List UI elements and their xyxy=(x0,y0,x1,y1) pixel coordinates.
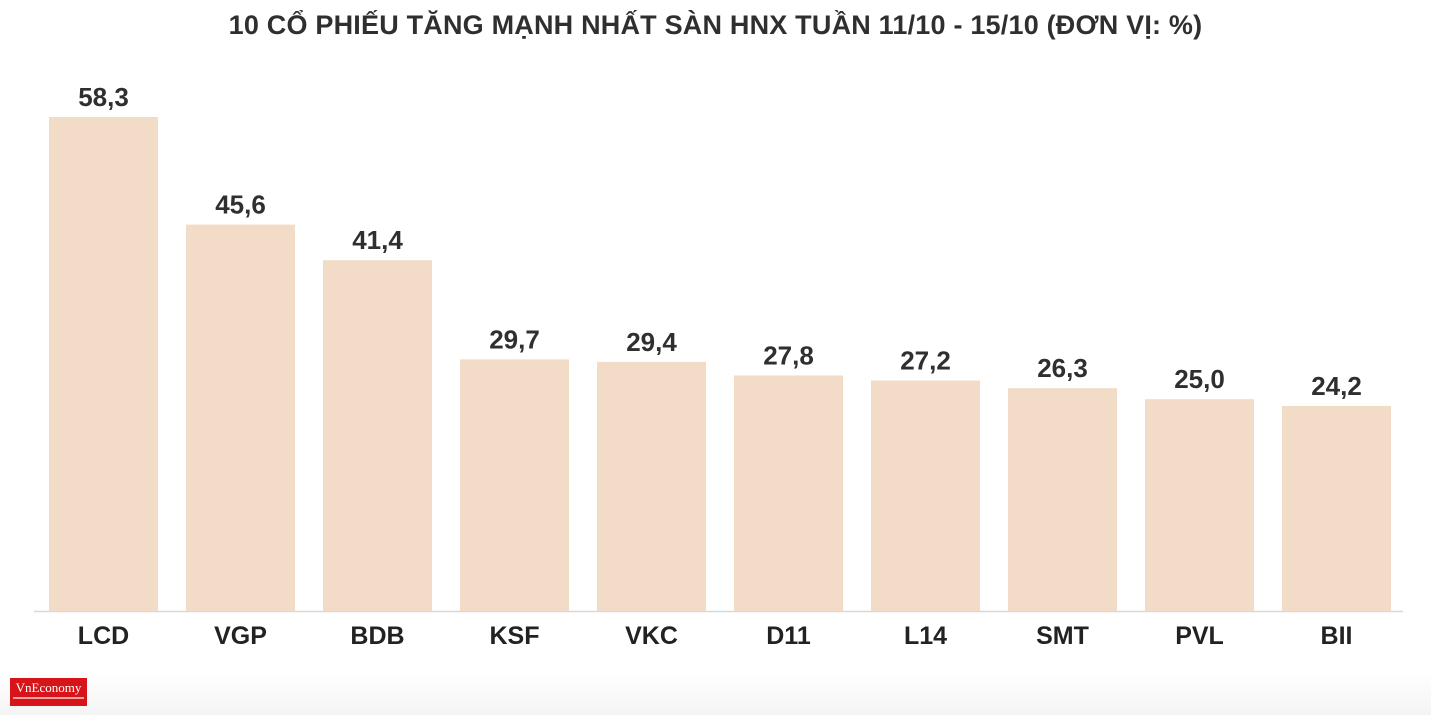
chart-title: 10 CỔ PHIẾU TĂNG MẠNH NHẤT SÀN HNX TUẦN … xyxy=(228,10,1203,40)
data-label-vgp: 45,6 xyxy=(215,190,266,220)
bar-chart: 58,3 LCD 45,6 VGP 41,4 BDB 29,7 KSF 29,4 VKC 27,8 D… xyxy=(34,82,1403,650)
bar-ksf xyxy=(460,359,569,611)
logo-tagline-mark xyxy=(13,697,84,699)
data-label-pvl: 25,0 xyxy=(1174,364,1225,394)
bar-pvl xyxy=(1145,399,1254,611)
x-tick-label-l14: L14 xyxy=(904,622,947,650)
data-label-bii: 24,2 xyxy=(1311,371,1362,401)
vneconomy-logo: VnEconomy xyxy=(10,678,87,706)
bar-smt xyxy=(1008,388,1117,611)
bar-vgp xyxy=(186,224,295,611)
bar-l14 xyxy=(871,380,980,611)
data-label-vkc: 29,4 xyxy=(626,327,677,357)
x-tick-label-bdb: BDB xyxy=(350,622,404,650)
data-label-ksf: 29,7 xyxy=(489,324,540,354)
x-tick-label-smt: SMT xyxy=(1036,622,1089,650)
bar-bdb xyxy=(323,260,432,611)
data-label-d11: 27,8 xyxy=(763,340,814,370)
data-label-smt: 26,3 xyxy=(1037,353,1088,383)
data-label-l14: 27,2 xyxy=(900,346,951,376)
bar-lcd xyxy=(49,117,158,611)
x-tick-label-ksf: KSF xyxy=(490,622,540,650)
bar-d11 xyxy=(734,375,843,611)
x-tick-label-lcd: LCD xyxy=(78,622,129,650)
footer-band xyxy=(0,672,1431,715)
bar-vkc xyxy=(597,361,706,611)
data-label-bdb: 41,4 xyxy=(352,225,403,255)
bar-bii xyxy=(1282,405,1391,611)
logo-name: VnEconomy xyxy=(15,680,82,695)
x-tick-label-bii: BII xyxy=(1321,622,1353,650)
x-tick-label-vgp: VGP xyxy=(214,622,267,650)
x-tick-label-pvl: PVL xyxy=(1175,622,1224,650)
x-tick-label-vkc: VKC xyxy=(625,622,678,650)
x-tick-label-d11: D11 xyxy=(766,622,811,650)
data-label-lcd: 58,3 xyxy=(78,82,129,112)
